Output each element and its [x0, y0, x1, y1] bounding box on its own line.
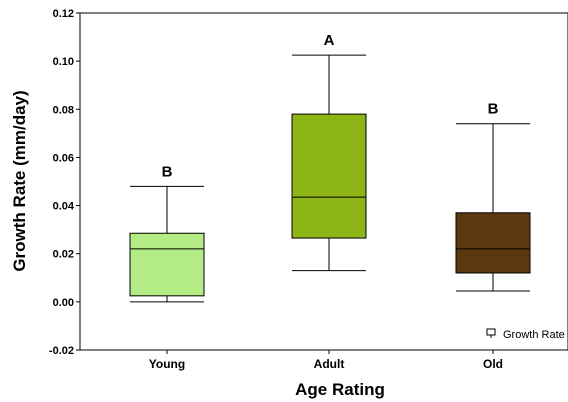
significance-letter: B	[488, 101, 499, 118]
x-axis: Young Adult Old	[149, 350, 503, 371]
y-axis: -0.02 0.00 0.02 0.04 0.06 0.08 0.10 0.12	[49, 8, 80, 357]
box-adult: A	[291, 32, 367, 272]
legend: Growth Rate	[486, 328, 565, 341]
legend-label: Growth Rate	[503, 329, 565, 341]
x-tick-label: Old	[483, 357, 503, 371]
y-tick-label: 0.00	[53, 297, 74, 309]
legend-box-icon	[486, 328, 496, 338]
y-tick-label: 0.10	[53, 56, 74, 68]
box-old: B	[455, 101, 531, 292]
y-tick-label: 0.12	[53, 8, 74, 20]
y-tick-label: 0.02	[53, 249, 74, 261]
iqr-box	[129, 232, 205, 297]
significance-letter: B	[162, 163, 173, 180]
x-axis-title: Age Rating	[295, 380, 385, 399]
y-tick-label: 0.04	[53, 201, 75, 213]
y-tick-label: -0.02	[49, 345, 74, 357]
significance-letter: A	[324, 32, 335, 49]
x-tick-label: Adult	[314, 357, 345, 371]
box-series: B A B	[129, 32, 531, 303]
iqr-box	[291, 113, 367, 239]
x-tick-label: Young	[149, 357, 185, 371]
iqr-box	[455, 212, 531, 274]
y-tick-label: 0.06	[53, 152, 74, 164]
box-young: B	[129, 163, 205, 303]
plot-area-frame	[79, 12, 568, 351]
y-axis-title: Growth Rate (mm/day)	[10, 90, 29, 271]
y-tick-label: 0.08	[53, 104, 74, 116]
